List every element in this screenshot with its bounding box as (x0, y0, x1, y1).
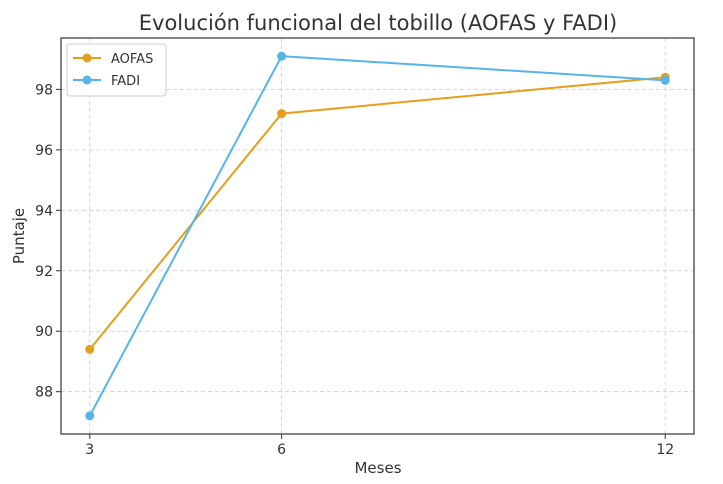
y-tick-label: 92 (35, 264, 53, 280)
legend-marker-aofas (82, 53, 92, 63)
data-point-fadi (85, 411, 95, 421)
series-line-fadi (88, 55, 666, 417)
legend-label-fadi: FADI (111, 74, 140, 89)
legend-label-aofas: AOFAS (111, 52, 153, 67)
chart-title: Evolución funcional del tobillo (AOFAS y… (139, 11, 617, 35)
plot-frame (60, 37, 695, 435)
legend: AOFAS FADI (66, 43, 167, 97)
data-point-fadi (660, 75, 670, 85)
y-axis-label: Puntaje (10, 208, 28, 264)
series-layer (85, 51, 670, 421)
series-line-aofas (88, 76, 666, 350)
x-tick-label: 3 (85, 442, 94, 458)
y-tick-label: 96 (35, 143, 53, 159)
x-tick-label: 12 (656, 442, 674, 458)
legend-marker-fadi (82, 75, 92, 85)
data-point-aofas (277, 109, 287, 119)
x-axis-label: Meses (354, 459, 401, 477)
y-tick-label: 98 (35, 82, 53, 98)
y-tick-label: 90 (35, 324, 53, 340)
axis-ticks: 3 6 12 88 90 92 94 96 98 (35, 82, 674, 458)
data-point-aofas (85, 344, 95, 354)
data-point-fadi (277, 51, 287, 61)
grid (61, 38, 694, 434)
y-tick-label: 94 (35, 203, 53, 219)
x-tick-label: 6 (277, 442, 286, 458)
y-tick-label: 88 (35, 385, 53, 401)
